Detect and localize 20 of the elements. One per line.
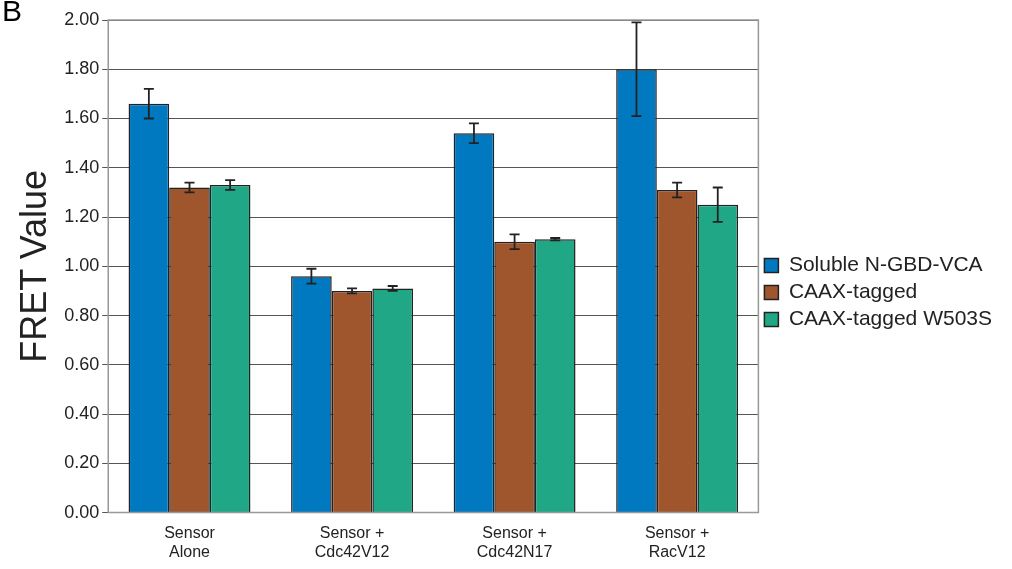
text: B [2,0,23,27]
x-tick-label: Sensor + Cdc42V12 [314,523,390,560]
y-tick-label: 0.40 [64,403,100,424]
y-tick-label: 0.20 [64,452,100,473]
x-tick-label: Sensor + Cdc42N17 [476,523,553,560]
y-tick-label: 1.60 [64,107,100,128]
y-tick-label: 0.00 [64,501,100,522]
y-tick-label: 1.80 [64,58,100,79]
y-axis-title: FRET Value [12,169,54,363]
y-tick-label: 0.60 [64,353,100,374]
y-tick-label: 2.00 [64,8,100,29]
legend-label: Soluble N-GBD-VCA [788,252,983,276]
legend-label: CAAX-tagged W503S [788,306,992,330]
legend-label: CAAX-tagged [788,279,918,303]
x-tick-label: Sensor + RacV12 [644,523,710,560]
y-tick-label: 1.00 [64,255,100,276]
y-tick-label: 1.20 [64,206,100,227]
y-tick-label: 0.80 [64,304,100,325]
x-tick-label: Sensor Alone [164,523,216,560]
y-tick-label: 1.40 [64,156,100,177]
